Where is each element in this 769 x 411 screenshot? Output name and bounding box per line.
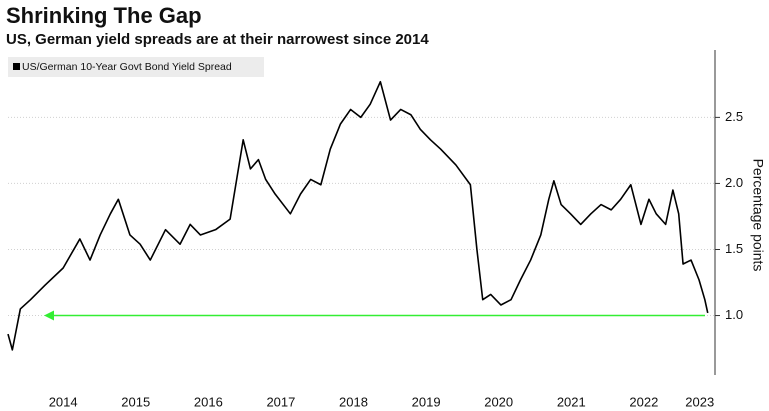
reference-arrowhead: [44, 310, 54, 321]
x-tick-label: 2015: [121, 394, 150, 409]
y-tick-label: 1.0: [725, 307, 743, 322]
x-tick-label: 2019: [412, 394, 441, 409]
x-tick-label: 2018: [339, 394, 368, 409]
data-line: [7, 80, 709, 351]
y-tick-label: 2.5: [725, 109, 743, 124]
x-tick-label: 2014: [49, 394, 78, 409]
chart-title: Shrinking The Gap: [6, 3, 202, 28]
x-tick-label: 2021: [557, 394, 586, 409]
x-tick-label: 2016: [194, 394, 223, 409]
y-tick-label: 2.0: [725, 175, 743, 190]
x-tick-label: 2023: [685, 394, 714, 409]
legend-label: US/German 10-Year Govt Bond Yield Spread: [22, 61, 232, 73]
x-tick-label: 2020: [484, 394, 513, 409]
x-tick-label: 2022: [629, 394, 658, 409]
chart-subtitle: US, German yield spreads are at their na…: [6, 31, 429, 48]
x-tick-label: 2017: [266, 394, 295, 409]
y-axis-label: Percentage points: [750, 159, 766, 272]
legend-box: [8, 57, 264, 77]
y-tick-label: 1.5: [725, 241, 743, 256]
legend-swatch: [13, 63, 20, 70]
